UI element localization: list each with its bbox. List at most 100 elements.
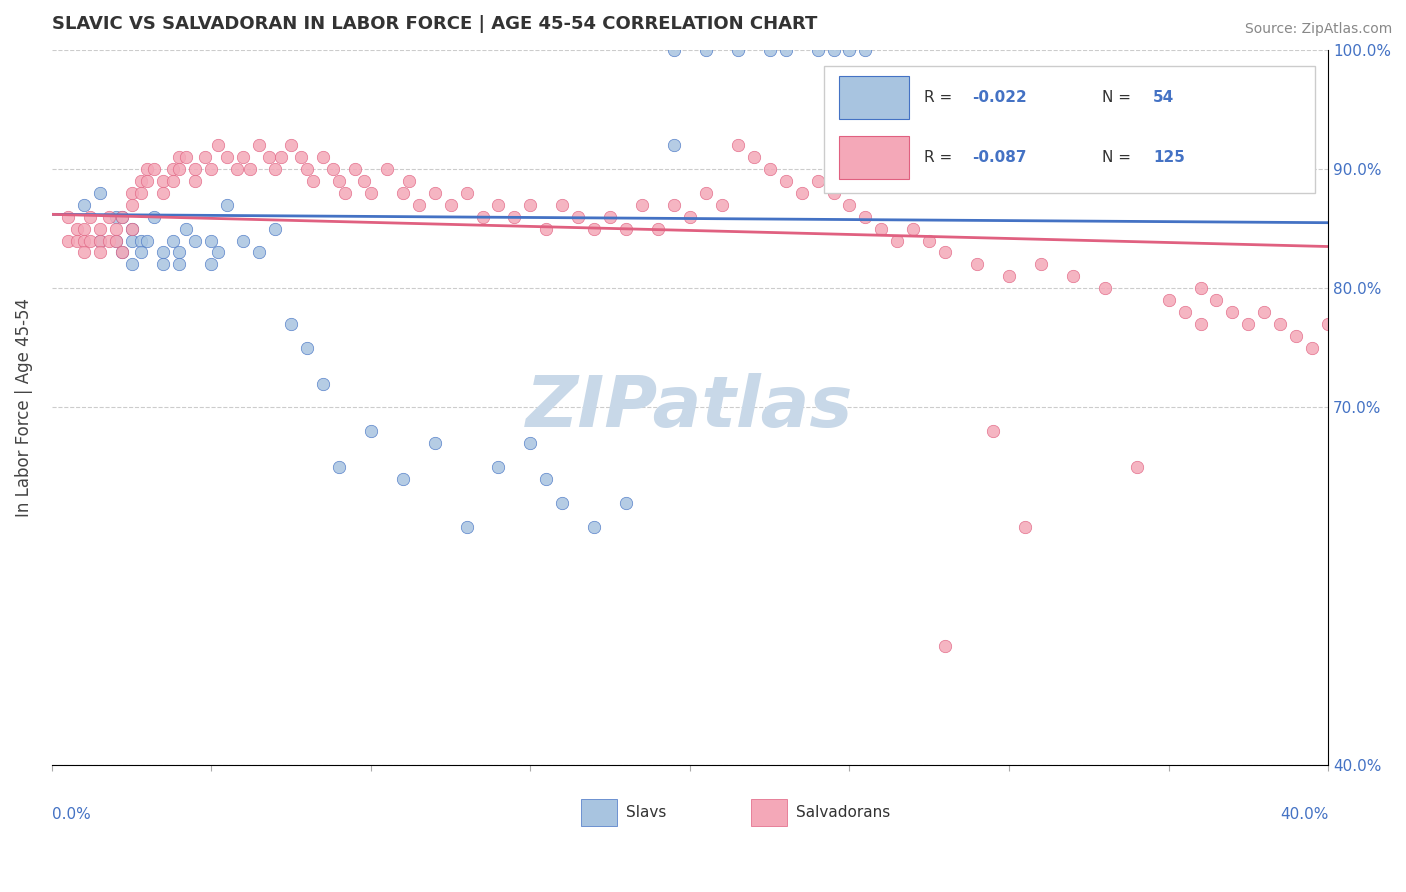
Point: [360, 425, 382, 439]
Point: [247, 138, 270, 153]
Point: [599, 210, 621, 224]
Point: [142, 210, 165, 224]
Point: [207, 138, 229, 153]
Point: [290, 150, 312, 164]
Point: [217, 198, 239, 212]
Point: [1222, 305, 1244, 319]
Point: [488, 198, 510, 212]
Point: [1029, 257, 1052, 271]
Point: [1157, 293, 1180, 308]
Point: [855, 210, 877, 224]
Point: [111, 210, 134, 224]
Point: [200, 234, 222, 248]
Point: [1205, 293, 1227, 308]
Text: Salvadorans: Salvadorans: [796, 805, 890, 820]
Point: [423, 186, 446, 200]
Point: [503, 210, 526, 224]
Point: [918, 234, 941, 248]
Point: [583, 519, 606, 533]
FancyBboxPatch shape: [824, 66, 1316, 193]
Point: [536, 221, 558, 235]
Point: [647, 221, 669, 235]
Point: [519, 198, 541, 212]
Point: [194, 150, 217, 164]
Text: -0.087: -0.087: [972, 150, 1026, 165]
Text: 54: 54: [1153, 90, 1174, 105]
Point: [695, 43, 717, 57]
Point: [136, 162, 159, 177]
Point: [136, 234, 159, 248]
Point: [662, 138, 685, 153]
Point: [823, 186, 845, 200]
Point: [295, 162, 318, 177]
FancyBboxPatch shape: [839, 136, 910, 178]
Point: [328, 460, 350, 475]
Point: [322, 162, 344, 177]
Point: [838, 43, 860, 57]
Point: [121, 186, 143, 200]
Point: [806, 174, 828, 188]
Point: [360, 186, 382, 200]
Point: [169, 150, 191, 164]
Point: [73, 234, 96, 248]
Point: [1301, 341, 1323, 355]
Point: [264, 162, 287, 177]
Text: 40.0%: 40.0%: [1279, 806, 1329, 822]
Point: [111, 210, 134, 224]
Point: [934, 639, 956, 653]
Point: [567, 210, 589, 224]
Point: [121, 221, 143, 235]
Point: [129, 245, 152, 260]
Point: [775, 174, 797, 188]
Point: [89, 234, 111, 248]
Point: [121, 198, 143, 212]
Point: [264, 221, 287, 235]
Text: Slavs: Slavs: [626, 805, 666, 820]
FancyBboxPatch shape: [839, 77, 910, 120]
Point: [456, 519, 478, 533]
Point: [398, 174, 420, 188]
Point: [152, 257, 174, 271]
Point: [1094, 281, 1116, 295]
Point: [104, 234, 127, 248]
Point: [312, 150, 335, 164]
FancyBboxPatch shape: [751, 798, 787, 826]
Text: 0.0%: 0.0%: [52, 806, 90, 822]
Text: N =: N =: [1102, 90, 1136, 105]
Point: [162, 234, 184, 248]
Point: [886, 234, 908, 248]
Point: [1317, 317, 1340, 331]
Point: [225, 162, 247, 177]
Point: [257, 150, 280, 164]
Point: [111, 245, 134, 260]
Text: 125: 125: [1153, 150, 1185, 165]
Point: [1270, 317, 1292, 331]
Point: [1285, 329, 1308, 343]
Point: [152, 245, 174, 260]
Point: [142, 162, 165, 177]
Text: -0.022: -0.022: [972, 90, 1026, 105]
Point: [169, 162, 191, 177]
Point: [73, 198, 96, 212]
Point: [56, 210, 79, 224]
Point: [104, 221, 127, 235]
Point: [335, 186, 357, 200]
Point: [232, 150, 254, 164]
Point: [998, 269, 1021, 284]
Point: [162, 174, 184, 188]
Point: [239, 162, 262, 177]
Point: [129, 186, 152, 200]
Point: [98, 210, 121, 224]
Y-axis label: In Labor Force | Age 45-54: In Labor Force | Age 45-54: [15, 298, 32, 517]
Point: [375, 162, 398, 177]
Point: [162, 162, 184, 177]
Point: [695, 186, 717, 200]
Point: [391, 186, 413, 200]
Point: [98, 234, 121, 248]
Point: [174, 221, 197, 235]
Point: [89, 186, 111, 200]
Point: [121, 257, 143, 271]
Point: [838, 198, 860, 212]
Point: [104, 210, 127, 224]
Point: [247, 245, 270, 260]
